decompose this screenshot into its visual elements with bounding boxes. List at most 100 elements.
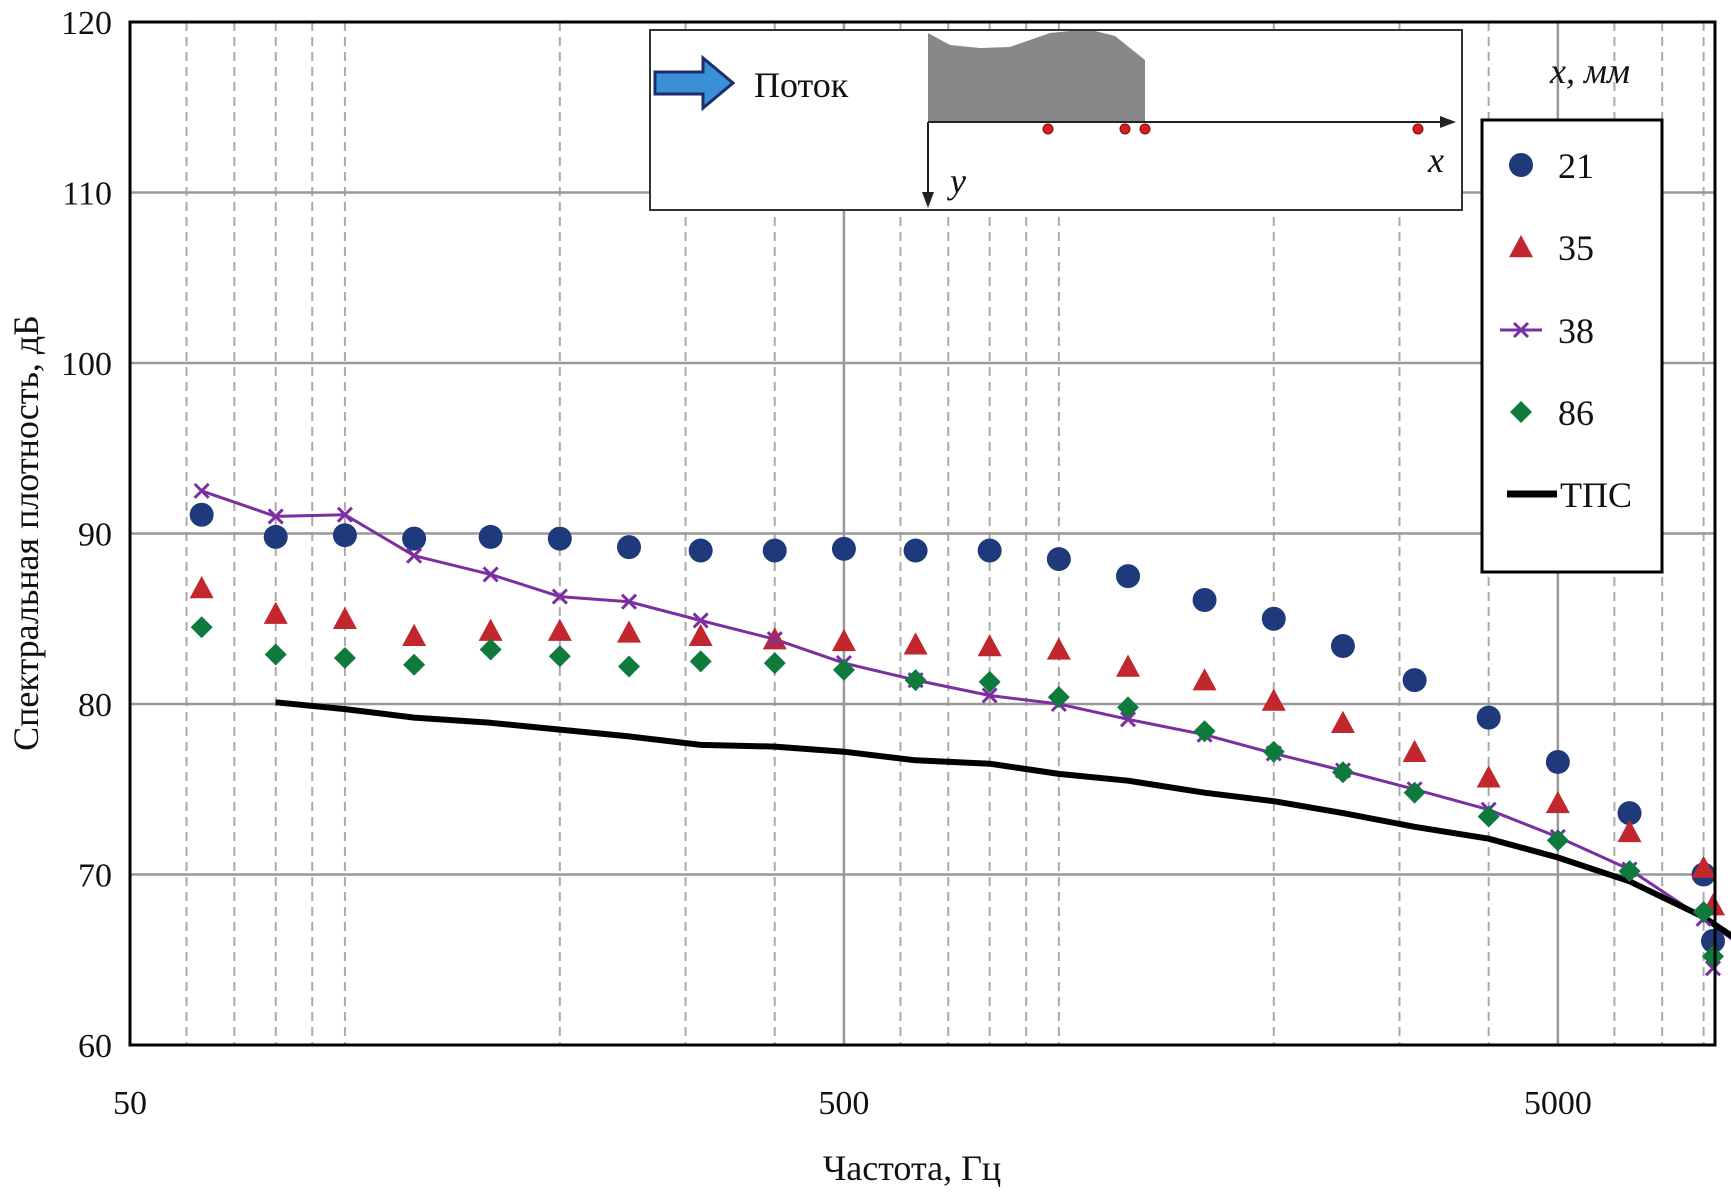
series-35-point: [903, 632, 928, 655]
series-86-point: [403, 653, 426, 676]
series-86-point: [1047, 686, 1070, 709]
y-tick-label: 70: [78, 858, 112, 895]
series-86-point: [264, 643, 287, 666]
series-38-point: [336, 506, 353, 523]
legend-item: 35: [1509, 228, 1594, 268]
inset-schematic: Поток x y: [649, 29, 1463, 211]
series-35-point: [547, 618, 572, 641]
x-axis-label: Частота, Гц: [823, 1148, 1001, 1188]
series-38-point: [551, 588, 568, 605]
series-86-point: [689, 650, 712, 673]
series-35-point: [831, 628, 856, 652]
series-38-point: [267, 508, 284, 525]
flow-label: Поток: [754, 65, 849, 105]
legend-label: ТПС: [1560, 475, 1632, 515]
legend-swatch: [1509, 153, 1533, 177]
cavity-profile: [928, 31, 1145, 122]
legend: 21 35 38 86 ТПС: [1480, 118, 1664, 574]
series-21-point: [1701, 928, 1725, 953]
series-86-point: [1702, 945, 1724, 968]
series-38-point: [482, 566, 499, 583]
series-35-point: [1691, 855, 1716, 878]
series-21-point: [762, 538, 787, 563]
series-35-point: [688, 623, 713, 646]
series-38-point: [1704, 960, 1722, 977]
series-21-point: [189, 502, 214, 527]
series-21-point: [402, 526, 427, 551]
x-tick-labels: 50 500 5000: [113, 1085, 1592, 1122]
series-21-point: [332, 523, 357, 548]
series-21-point: [1192, 587, 1217, 612]
series-86-point: [1193, 720, 1216, 743]
series-21-point: [831, 536, 856, 561]
series-21-point: [688, 538, 713, 563]
legend-swatch: [1510, 401, 1532, 423]
series-86-point: [548, 645, 571, 668]
series-35-point: [1192, 668, 1217, 691]
series-86-point: [1618, 860, 1641, 883]
series-86-point: [832, 658, 855, 681]
series-21-point: [1046, 547, 1071, 572]
series-35-point: [1330, 710, 1355, 733]
series-21-point: [1261, 606, 1286, 631]
legend-item: 38: [1500, 311, 1594, 351]
series-35-point: [977, 634, 1002, 657]
y-tick-label: 80: [78, 687, 112, 724]
series-21-point: [1476, 705, 1501, 730]
legend-label: 38: [1558, 311, 1594, 351]
series-35-point: [1617, 819, 1642, 843]
series-35-point: [478, 618, 503, 641]
series-86-point: [618, 655, 641, 678]
plot-frame: [128, 20, 1717, 1047]
series-21-point: [547, 526, 572, 551]
legend-label: 21: [1558, 146, 1594, 186]
series-35-point: [1402, 739, 1427, 762]
legend-item: 21: [1509, 146, 1594, 186]
series-35-point: [332, 606, 357, 629]
series-21-point: [1545, 749, 1570, 774]
legend-item: 86: [1510, 393, 1594, 433]
series-35-point: [1261, 688, 1286, 711]
series-86-point: [333, 646, 356, 669]
series-35-point: [189, 576, 214, 599]
x-tick-label: 500: [818, 1085, 869, 1122]
series-86-point: [904, 669, 927, 692]
series-86-point: [1477, 805, 1500, 828]
series-38-point: [981, 687, 998, 704]
series-86-point: [190, 616, 213, 639]
legend-label: 35: [1558, 228, 1594, 268]
series-21-point: [478, 524, 503, 549]
series-38-point: [406, 547, 423, 564]
plot-series: [189, 482, 1731, 977]
series-tps-line: [275, 699, 1731, 939]
series-21-point: [1617, 801, 1642, 826]
sensor-point: [1412, 123, 1424, 135]
sensor-point: [1139, 123, 1151, 135]
series-35-point: [1545, 790, 1570, 814]
series-38-point: [193, 482, 210, 499]
series-21-point: [1116, 564, 1141, 589]
series-86-point: [479, 638, 502, 661]
inset-x-arrowhead: [1440, 116, 1456, 128]
series-86-point: [1546, 829, 1569, 852]
series-21-point: [977, 538, 1002, 563]
flow-arrow-icon: [653, 54, 736, 112]
inset-y-arrowhead: [922, 192, 934, 208]
series-21-point: [1402, 668, 1427, 693]
series-35-point: [1476, 765, 1501, 788]
series-35-point: [263, 601, 288, 624]
series-86-point: [763, 652, 786, 675]
legend-swatch: [1512, 321, 1530, 339]
series-21-point: [263, 524, 288, 549]
legend-label: 86: [1558, 393, 1594, 433]
sensor-point: [1042, 123, 1054, 135]
series-86-point: [1262, 740, 1285, 763]
series-21-point: [903, 538, 928, 563]
legend-item: ТПС: [1507, 475, 1632, 515]
series-86-point: [978, 670, 1001, 693]
series-86-point: [1331, 761, 1354, 784]
series-35-point: [1046, 637, 1071, 660]
legend-title: x, мм: [1549, 51, 1630, 91]
series-86-point: [1403, 781, 1426, 804]
